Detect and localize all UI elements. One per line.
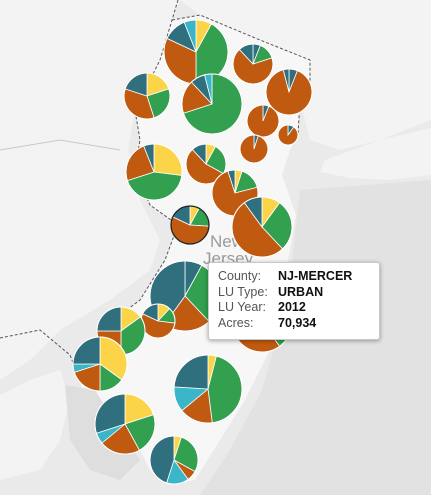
- pie-hunterdon[interactable]: [125, 143, 183, 201]
- pie-salem[interactable]: [72, 336, 128, 392]
- county-pie-layer: [72, 19, 313, 485]
- tooltip-row-acres: Acres: 70,934: [218, 316, 379, 332]
- tooltip-label-lu-year: LU Year:: [218, 300, 266, 314]
- tooltip-label-county: County:: [218, 269, 262, 283]
- pie-hudson[interactable]: [277, 124, 299, 146]
- county-line-west: [0, 139, 121, 151]
- pie-outline-morris: [181, 73, 243, 135]
- pie-outline-cape-may: [149, 435, 199, 485]
- pie-warren[interactable]: [123, 72, 171, 120]
- pie-camden[interactable]: [140, 303, 176, 339]
- pie-outline-bergen: [265, 68, 313, 116]
- pie-outline-atlantic: [173, 354, 243, 424]
- pie-outline-passaic: [232, 43, 274, 85]
- pie-outline-somerset: [185, 143, 227, 185]
- pie-outline-essex: [246, 104, 280, 138]
- land-delaware: [0, 370, 70, 480]
- pie-cape-may[interactable]: [149, 435, 199, 485]
- tooltip-row-lu-year: LU Year: 2012: [218, 300, 379, 316]
- tooltip-value-lu-year: 2012: [278, 300, 306, 314]
- pie-union[interactable]: [239, 134, 269, 164]
- pie-outline-cumberland: [94, 393, 156, 455]
- tooltip-value-lu-type: URBAN: [278, 284, 324, 299]
- pie-outline-monmouth: [231, 196, 293, 258]
- pie-outline-mercer: [170, 205, 210, 245]
- tooltip-row-lu-type: LU Type: URBAN: [218, 285, 379, 301]
- pie-essex[interactable]: [246, 104, 280, 138]
- pie-monmouth[interactable]: [231, 196, 293, 258]
- pie-outline-warren: [123, 72, 171, 120]
- pie-outline-union: [239, 134, 269, 164]
- pie-outline-hudson: [277, 124, 299, 146]
- pie-outline-salem: [72, 336, 128, 392]
- pie-morris[interactable]: [181, 73, 243, 135]
- pie-somerset[interactable]: [185, 143, 227, 185]
- land-new-york: [180, 0, 431, 150]
- pie-atlantic[interactable]: [173, 354, 243, 424]
- tooltip-label-lu-type: LU Type:: [218, 284, 268, 299]
- state-border-pa: [79, 0, 179, 381]
- tooltip-value-county: NJ-MERCER: [278, 269, 353, 283]
- tooltip-value-acres: 70,934: [278, 315, 317, 330]
- pie-mercer[interactable]: [170, 205, 210, 245]
- tooltip-label-acres: Acres:: [218, 315, 254, 330]
- pie-outline-hunterdon: [125, 143, 183, 201]
- pie-cumberland[interactable]: [94, 393, 156, 455]
- tooltip: County: NJ-MERCER LU Type: URBAN LU Year: 2…: [208, 262, 380, 340]
- pie-bergen[interactable]: [265, 68, 313, 116]
- land-long-island: [320, 128, 431, 180]
- tooltip-row-county: County: NJ-MERCER: [218, 269, 379, 285]
- state-border-de: [0, 329, 81, 381]
- state-border-ny: [171, 14, 311, 136]
- pie-passaic[interactable]: [232, 43, 274, 85]
